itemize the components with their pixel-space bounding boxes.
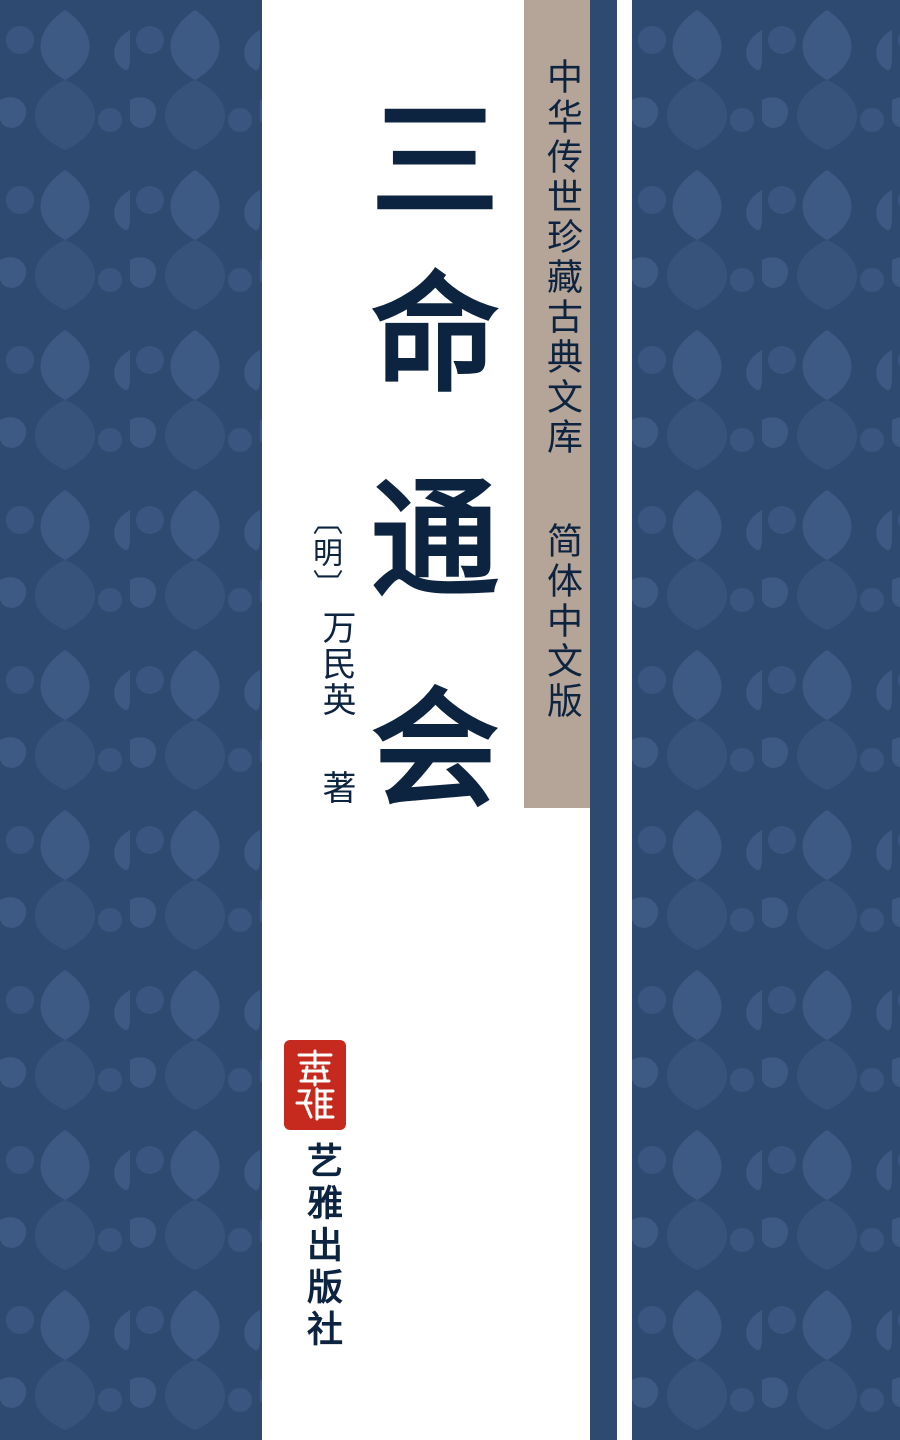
title-char-1: 三 [370,87,499,237]
publisher-name: 艺雅出版社 [301,1142,342,1352]
damask-ornament-icon [632,0,900,1440]
spine-stripe [590,0,617,1440]
red-seal-icon [284,1040,346,1130]
damask-ornament-icon [0,0,262,1440]
author-dynasty: 〔明〕 [307,505,342,601]
right-damask-pattern [632,0,900,1440]
seal-glyph-icon [295,1049,335,1121]
title-char-4: 会 [370,675,499,825]
left-damask-pattern [0,0,262,1440]
series-band [524,0,590,808]
spine-white-line [617,0,632,1440]
title-char-3: 通 [370,465,499,615]
author-name: 万民英 [316,610,356,718]
author-role: 著 [316,770,356,804]
series-name: 中华传世珍藏古典文库 [541,58,582,458]
edition-label: 简体中文版 [541,522,582,722]
title-char-2: 命 [370,260,499,410]
